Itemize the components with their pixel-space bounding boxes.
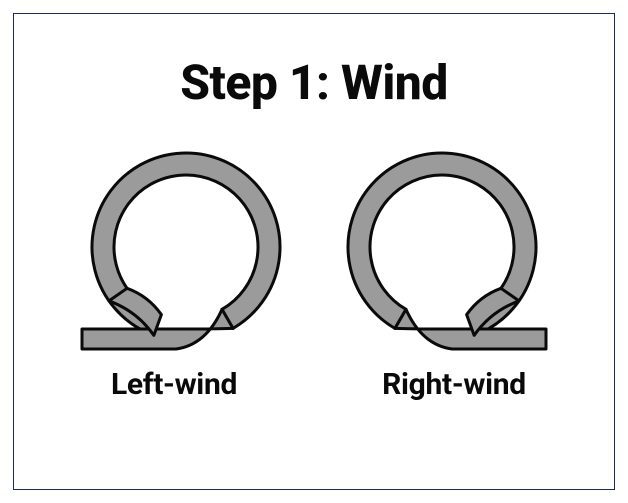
right-wind-diagram: Right-wind (334, 139, 574, 402)
right-wind-label: Right-wind (382, 367, 526, 402)
step-title: Step 1: Wind (180, 54, 448, 111)
diagram-frame: Step 1: Wind Left-wind Right-wind (13, 13, 615, 490)
diagram-row: Left-wind Right-wind (14, 139, 614, 402)
left-wind-label: Left-wind (111, 367, 237, 402)
right-wind-coil-icon (334, 139, 574, 369)
left-wind-coil-icon (54, 139, 294, 369)
left-wind-diagram: Left-wind (54, 139, 294, 402)
